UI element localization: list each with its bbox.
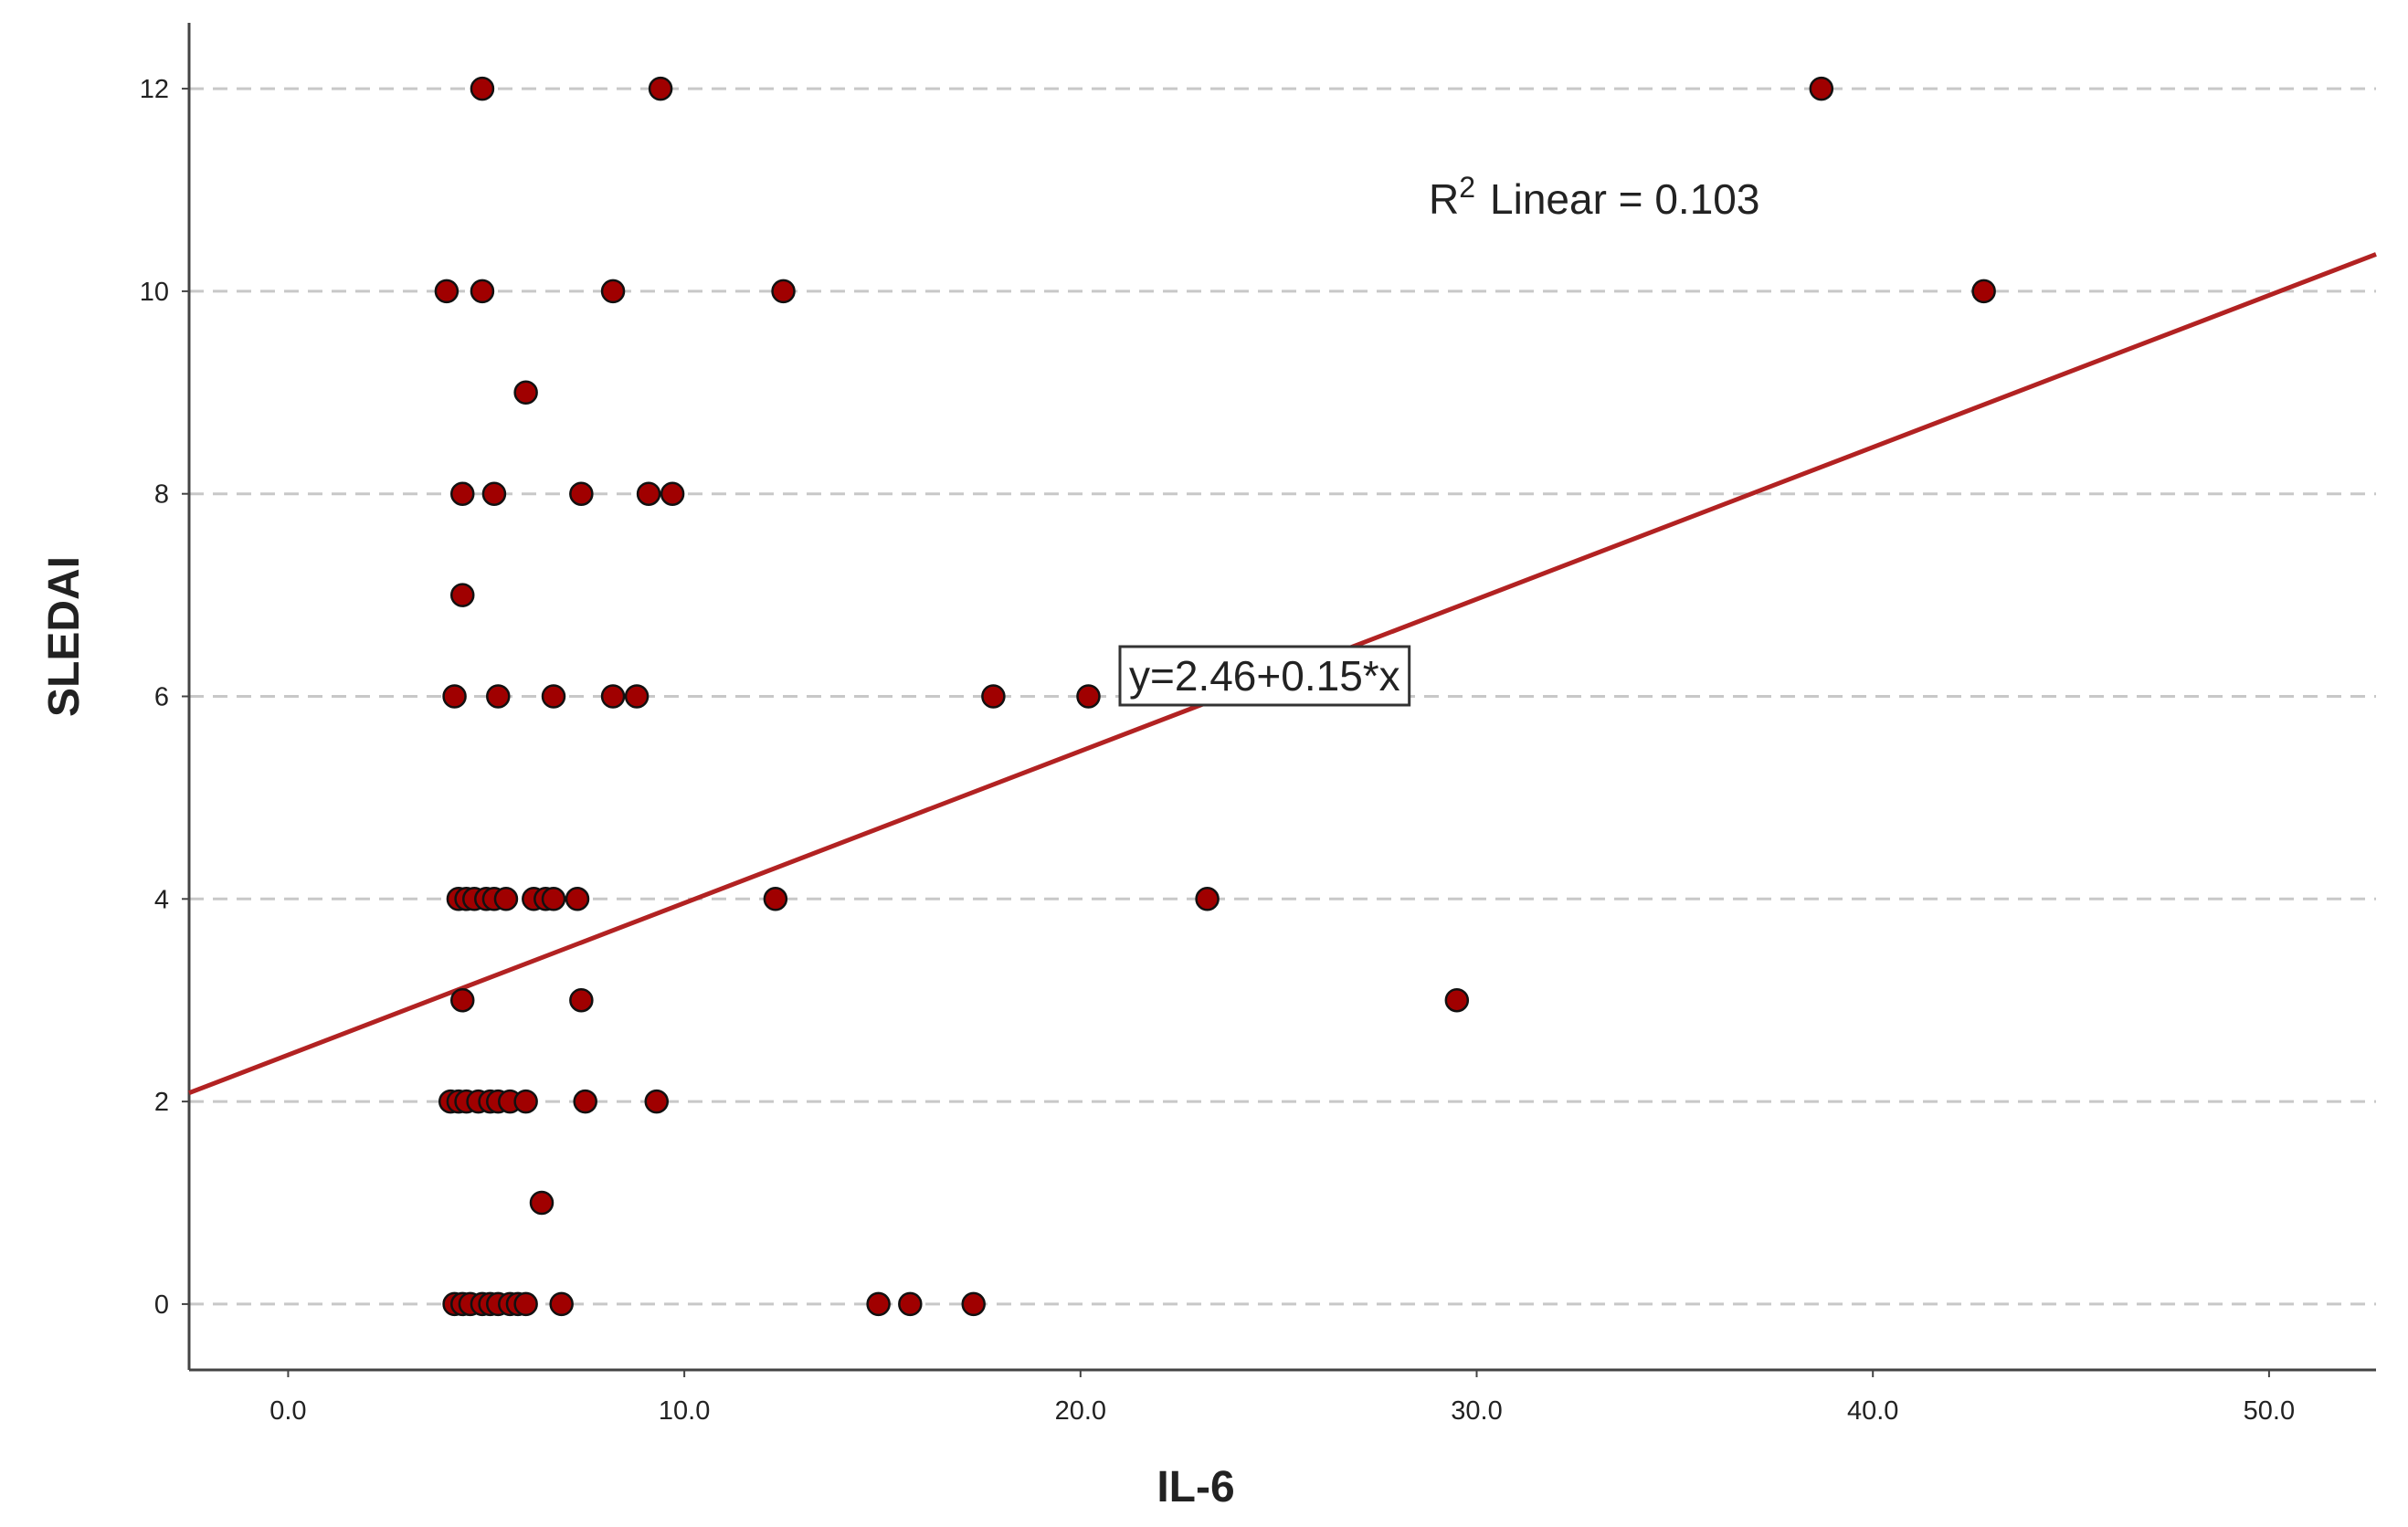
y-tick-label: 8 [154,480,169,510]
point [549,1291,574,1317]
point [481,481,507,506]
y-tick-label: 0 [154,1290,169,1320]
point [1971,279,1996,304]
fit-equation: y=2.46+0.15*x [1129,652,1400,700]
r2-label: R2 Linear = 0.103 [1429,171,1759,223]
r2-text: Linear = 0.103 [1490,175,1759,223]
x-tick-label: 20.0 [1055,1396,1106,1426]
point [569,987,594,1013]
point [898,1291,923,1317]
point [470,76,495,101]
point [470,279,495,304]
y-axis-title: SLEDAI [40,556,89,717]
x-tick-label: 0.0 [269,1396,306,1426]
point [981,684,1006,709]
point [1076,684,1101,709]
point [1809,76,1834,101]
point [644,1089,670,1114]
point [600,279,626,304]
point [434,279,459,304]
y-tick-label: 12 [140,75,169,104]
point [450,987,475,1013]
y-tick-label: 6 [154,683,169,712]
point [450,481,475,506]
point [763,887,788,911]
y-tick-label: 2 [154,1088,169,1117]
x-tick-label: 30.0 [1451,1396,1502,1426]
point [513,380,538,405]
point [866,1291,891,1317]
point [648,76,673,101]
point [660,481,685,506]
point [1195,887,1220,911]
y-tick-label: 4 [154,885,169,914]
point [450,583,475,607]
point [771,279,796,304]
r2-superscript: 2 [1459,171,1475,204]
point [961,1291,986,1317]
x-axis-title: IL-6 [1156,1463,1234,1511]
x-tick-label: 40.0 [1847,1396,1898,1426]
point [513,1291,538,1317]
x-tick-label: 10.0 [659,1396,710,1426]
point [573,1089,597,1114]
point [565,887,590,911]
point [486,684,511,709]
point [569,481,594,506]
point [600,684,626,709]
y-tick-label: 10 [140,278,169,307]
point [1444,987,1470,1013]
point [529,1190,554,1216]
point [513,1089,538,1114]
point [636,481,661,506]
x-tick-label: 50.0 [2244,1396,2295,1426]
point [624,684,650,709]
point [541,887,566,911]
point [541,684,566,709]
r2-prefix: R [1429,175,1459,223]
fit-equation-box [1118,645,1411,707]
point [493,887,519,911]
point [442,684,467,709]
